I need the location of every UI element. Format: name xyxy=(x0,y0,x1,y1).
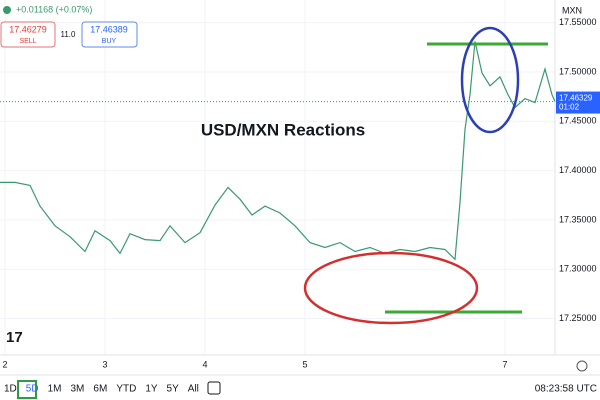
x-tick-label: 3 xyxy=(102,359,107,369)
clock: 08:23:58 UTC xyxy=(535,384,597,395)
calendar-icon[interactable] xyxy=(207,381,221,395)
y-tick-label: 17.50000 xyxy=(559,66,597,76)
y-tick-label: 17.40000 xyxy=(559,165,597,175)
buy-price: 17.46389 xyxy=(90,24,128,34)
y-tick-label: 17.25000 xyxy=(559,313,597,323)
y-tick-label: 17.35000 xyxy=(559,214,597,224)
price-line xyxy=(0,41,556,261)
range-button[interactable]: 5D xyxy=(26,384,39,395)
highlight-ellipse xyxy=(303,251,479,325)
logo: 17 xyxy=(6,329,23,346)
range-button[interactable]: All xyxy=(188,384,199,395)
y-tick-label: 17.55000 xyxy=(559,17,597,27)
y-tick-label: 17.45000 xyxy=(559,116,597,126)
x-tick-label: 4 xyxy=(202,359,207,369)
change: +0.01168 (+0.07%) xyxy=(16,4,92,14)
annotations xyxy=(303,26,548,325)
sell-price: 17.46279 xyxy=(9,24,47,34)
active-range xyxy=(17,380,37,399)
countdown: 01:02 xyxy=(559,103,580,112)
y-tick-label: 17.30000 xyxy=(559,264,597,274)
range-button[interactable]: 1M xyxy=(48,384,62,395)
range-button[interactable]: 1D xyxy=(4,384,17,395)
sell-button[interactable] xyxy=(0,21,56,48)
range-button[interactable]: 1Y xyxy=(145,384,158,395)
buy-button[interactable] xyxy=(81,21,138,48)
status-dot xyxy=(3,6,11,14)
sell-label: SELL xyxy=(19,38,36,45)
range-button[interactable]: 3M xyxy=(71,384,85,395)
settings-icon[interactable] xyxy=(576,360,588,372)
buy-label: BUY xyxy=(102,38,117,45)
x-tick-label: 2 xyxy=(2,359,7,369)
x-tick-label: 5 xyxy=(302,359,307,369)
highlight-ellipse xyxy=(460,26,520,134)
spread: 11.0 xyxy=(61,30,77,39)
range-button[interactable]: YTD xyxy=(116,384,136,395)
last-price-box xyxy=(556,91,600,114)
last-price: 17.46329 xyxy=(559,94,593,103)
range-button[interactable]: 5Y xyxy=(167,384,180,395)
currency: MXN xyxy=(562,5,582,15)
x-tick-label: 7 xyxy=(502,359,507,369)
range-button[interactable]: 6M xyxy=(93,384,107,395)
chart-title: USD/MXN Reactions xyxy=(201,120,365,139)
